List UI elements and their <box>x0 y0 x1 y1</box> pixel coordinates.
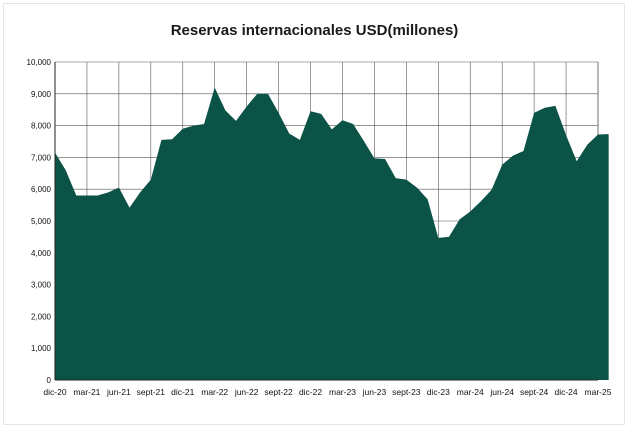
x-tick-label: jun-23 <box>362 387 387 397</box>
x-tick-label: sept-21 <box>137 387 166 397</box>
x-axis: dic-20 mar-21 jun-21 sept-21 dic-21 mar-22 jun… <box>43 387 611 397</box>
y-tick-label: 3,000 <box>31 281 52 290</box>
x-tick-label: dic-20 <box>43 387 66 397</box>
axes <box>54 62 598 381</box>
y-tick-label: 9,000 <box>31 90 52 99</box>
x-tick-label: sept-22 <box>264 387 293 397</box>
x-tick-label: dic-22 <box>299 387 322 397</box>
y-tick-label: 4,000 <box>31 249 52 258</box>
x-tick-label: dic-23 <box>427 387 450 397</box>
x-tick-label: dic-21 <box>171 387 194 397</box>
y-tick-label: 6,000 <box>31 185 52 194</box>
y-tick-label: 2,000 <box>31 312 52 321</box>
y-tick-label: 5,000 <box>31 217 52 226</box>
y-tick-label: 0 <box>47 376 52 385</box>
x-tick-label: mar-23 <box>329 387 356 397</box>
x-tick-label: jun-21 <box>106 387 131 397</box>
x-tick-label: jun-24 <box>489 387 514 397</box>
x-tick-label: sept-23 <box>392 387 421 397</box>
x-tick-label: dic-24 <box>554 387 577 397</box>
chart-title: Reservas internacionales USD(millones) <box>170 22 459 39</box>
x-tick-label: mar-24 <box>457 387 484 397</box>
y-axis: 0 1,000 2,000 3,000 4,000 5,000 6,000 7,000 8,00… <box>27 58 52 385</box>
x-tick-label: jun-22 <box>234 387 259 397</box>
reserves-area <box>55 87 609 380</box>
x-tick-label: sept-24 <box>520 387 549 397</box>
x-tick-label: mar-21 <box>73 387 100 397</box>
x-tick-label: mar-22 <box>201 387 228 397</box>
y-tick-label: 10,000 <box>27 58 52 67</box>
y-tick-label: 7,000 <box>31 153 52 162</box>
y-tick-label: 1,000 <box>31 344 52 353</box>
x-tick-label: mar-25 <box>585 387 612 397</box>
y-tick-label: 8,000 <box>31 122 52 131</box>
